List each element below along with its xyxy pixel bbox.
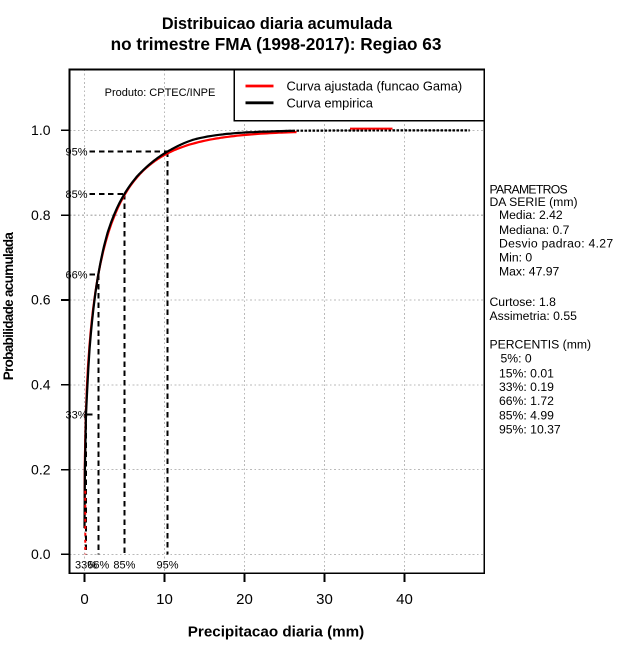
svg-text:33%: 33% — [65, 409, 87, 421]
svg-text:Produto: CPTEC/INPE: Produto: CPTEC/INPE — [105, 87, 216, 99]
svg-text:Max: 47.97: Max: 47.97 — [499, 264, 560, 278]
svg-text:Min: 0: Min: 0 — [499, 250, 532, 264]
svg-text:Assimetria: 0.55: Assimetria: 0.55 — [490, 309, 578, 323]
svg-text:95%: 95% — [65, 146, 87, 158]
svg-text:1.0: 1.0 — [31, 122, 51, 138]
svg-text:Precipitacao diaria (mm): Precipitacao diaria (mm) — [188, 624, 364, 641]
svg-text:Curtose: 1.8: Curtose: 1.8 — [490, 295, 557, 309]
svg-text:Probabilidade acumulada: Probabilidade acumulada — [1, 232, 16, 381]
svg-text:66%: 66% — [87, 559, 109, 571]
svg-text:5%: 0: 5%: 0 — [501, 351, 532, 365]
svg-text:95%: 10.37: 95%: 10.37 — [499, 422, 561, 436]
svg-text:33%: 0.19: 33%: 0.19 — [499, 380, 554, 394]
svg-text:0.0: 0.0 — [31, 546, 51, 562]
svg-text:15%: 0.01: 15%: 0.01 — [499, 366, 554, 380]
svg-text:Media: 2.42: Media: 2.42 — [499, 208, 563, 222]
svg-text:85%: 85% — [113, 559, 135, 571]
svg-text:30: 30 — [316, 591, 333, 608]
svg-text:0.6: 0.6 — [31, 292, 51, 308]
svg-text:Mediana: 0.7: Mediana: 0.7 — [499, 223, 570, 237]
svg-text:Desvio padrao: 4.27: Desvio padrao: 4.27 — [499, 236, 613, 250]
svg-text:0.4: 0.4 — [31, 377, 51, 393]
svg-text:40: 40 — [396, 591, 413, 608]
svg-text:0.8: 0.8 — [31, 207, 51, 223]
svg-text:no trimestre FMA (1998-2017):: no trimestre FMA (1998-2017): Regiao 63 — [111, 34, 442, 54]
svg-text:85%: 4.99: 85%: 4.99 — [499, 408, 554, 422]
svg-text:0.2: 0.2 — [31, 461, 51, 477]
svg-text:95%: 95% — [156, 559, 178, 571]
svg-text:DA SERIE (mm): DA SERIE (mm) — [490, 195, 578, 209]
svg-text:85%: 85% — [65, 189, 87, 201]
svg-text:Curva empirica: Curva empirica — [287, 95, 374, 110]
svg-text:66%: 66% — [65, 269, 87, 281]
svg-text:0: 0 — [80, 591, 88, 608]
svg-text:PERCENTIS (mm): PERCENTIS (mm) — [490, 337, 592, 351]
svg-text:Distribuicao diaria acumulada: Distribuicao diaria acumulada — [162, 15, 393, 33]
svg-text:10: 10 — [156, 591, 173, 608]
svg-text:66%: 1.72: 66%: 1.72 — [499, 394, 554, 408]
svg-text:20: 20 — [236, 591, 253, 608]
svg-text:PARAMETROS: PARAMETROS — [490, 183, 568, 197]
svg-text:33%: 33% — [75, 559, 97, 571]
svg-text:Curva ajustada (funcao Gama): Curva ajustada (funcao Gama) — [287, 79, 463, 94]
